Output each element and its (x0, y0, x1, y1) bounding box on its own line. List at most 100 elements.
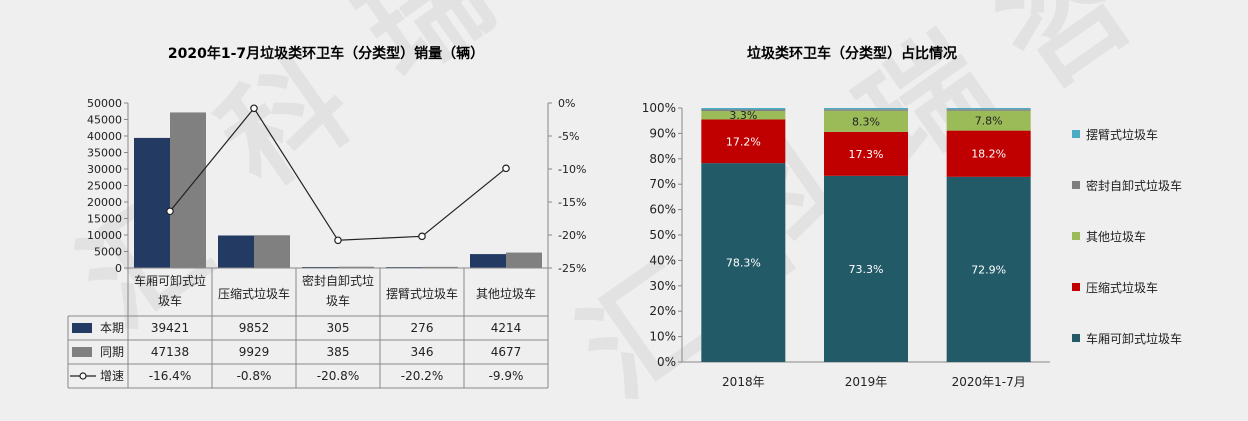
stack-segment (701, 163, 786, 362)
stack-segment (701, 119, 786, 164)
bar-prior (170, 112, 206, 268)
segment-label: 73.3% (849, 263, 884, 276)
y-axis: 0% 10% 20% 30% 40% 50% 60% 70% 80% 90% 100% (642, 101, 1050, 369)
y-axis-tick-label: 100% (642, 101, 676, 115)
segment-label: 18.2% (971, 148, 1006, 161)
left-axis-tick-label: 15000 (87, 213, 122, 226)
y-axis-tick-label: 10% (649, 330, 676, 344)
table-cell: 385 (327, 345, 350, 359)
right-axis-tick-label: -15% (558, 196, 586, 209)
growth-line-path (169, 107, 507, 241)
y-axis-tick-label: 90% (649, 126, 676, 140)
segment-label: 8.3% (852, 115, 880, 128)
right-axis-tick-label: 0% (558, 97, 575, 110)
stack-segment (824, 175, 908, 362)
table-cell: 305 (327, 321, 350, 335)
table-cell: 4677 (491, 345, 522, 359)
stack-segment (701, 109, 786, 112)
category-label: 其他垃圾车 (476, 286, 536, 301)
segment-label: 3.3% (729, 109, 757, 122)
table-cell: 47138 (151, 345, 189, 359)
category-label: 密封自卸式垃 (302, 273, 374, 288)
y-axis-tick-label: 80% (649, 152, 676, 166)
bar-current (470, 254, 506, 268)
legend-label: 本期 (100, 321, 124, 335)
growth-line (166, 104, 510, 245)
category-label: 圾车 (326, 293, 350, 308)
x-axis-labels: 2018年 2019年 2020年1-7月 (722, 375, 1026, 389)
legend-label: 同期 (100, 345, 124, 359)
right-axis-tick-label: -25% (558, 262, 586, 275)
x-axis-label: 2020年1-7月 (952, 375, 1026, 389)
stack-segment (824, 109, 908, 111)
bar-prior (422, 266, 458, 268)
bar-current (218, 235, 254, 268)
right-axis-tick-label: -10% (558, 163, 586, 176)
bar-prior (254, 235, 290, 268)
left-axis-tick-label: 5000 (94, 246, 122, 259)
category-label: 车厢可卸式垃 (134, 273, 206, 288)
left-axis-tick-label: 0 (115, 262, 122, 275)
y-axis-tick-label: 0% (657, 355, 676, 369)
stacked-bars: 78.3% 17.2% 3.3% 73.3% 17.3% 8.3% 72.9% 18.2% 7.… (701, 108, 1031, 362)
segment-label: 17.3% (849, 148, 884, 161)
legend-label: 增速 (100, 369, 124, 383)
stack-segment (946, 130, 1031, 177)
table-cell: 39421 (151, 321, 189, 335)
table-cell: 9929 (239, 345, 270, 359)
segment-label: 17.2% (726, 135, 761, 148)
y-axis-tick-label: 70% (649, 177, 676, 191)
left-axis-tick-label: 10000 (87, 229, 122, 242)
table-cell: 9852 (239, 321, 270, 335)
x-axis-label: 2018年 (722, 375, 765, 389)
right-axis: -25% -20% -15% -10% -5% 0% (547, 97, 586, 275)
bar-current (302, 266, 338, 268)
stack-segment (946, 108, 1031, 110)
legend-label: 摆臂式垃圾车 (1086, 127, 1158, 142)
bar-prior (338, 266, 374, 268)
share-stacked-chart: 垃圾类环卫车（分类型）占比情况 0% 10% 20% 30% 40% 50% 60% 70% 8… (642, 45, 1182, 389)
left-axis-tick-label: 40000 (87, 130, 122, 143)
legend-key-marker (79, 372, 87, 380)
y-axis-tick-label: 20% (649, 304, 676, 318)
left-axis-tick-label: 50000 (87, 97, 122, 110)
legend-label: 其他垃圾车 (1086, 229, 1146, 244)
legend-swatch (1072, 181, 1080, 189)
legend-swatch (1072, 334, 1080, 342)
y-axis-tick-label: 30% (649, 279, 676, 293)
y-axis-tick-label: 60% (649, 203, 676, 217)
bar-series (128, 112, 548, 269)
chart-title: 2020年1-7月垃圾类环卫车（分类型）销量（辆） (168, 45, 484, 62)
category-label: 摆臂式垃圾车 (386, 286, 458, 301)
category-label: 圾车 (158, 293, 182, 308)
left-axis-tick-label: 35000 (87, 147, 122, 160)
legend-key-current (72, 323, 92, 333)
y-axis-tick-label: 40% (649, 253, 676, 267)
segment-label: 78.3% (726, 257, 761, 270)
growth-point (418, 232, 426, 241)
table-cell: -20.8% (317, 369, 359, 383)
stack-segment (824, 108, 908, 110)
growth-point (250, 104, 258, 113)
legend-label: 压缩式垃圾车 (1086, 280, 1158, 295)
right-axis-tick-label: -20% (558, 229, 586, 242)
stack-segment (946, 176, 1031, 362)
stack-segment (701, 111, 786, 120)
legend-label: 车厢可卸式垃圾车 (1086, 331, 1182, 346)
chart-title: 垃圾类环卫车（分类型）占比情况 (747, 45, 957, 62)
growth-point (166, 207, 174, 216)
legend-swatch (1072, 283, 1080, 291)
growth-point (334, 236, 342, 245)
legend-swatch (1072, 130, 1080, 138)
table-cell: 276 (411, 321, 434, 335)
table-cell: 346 (411, 345, 434, 359)
x-axis-label: 2019年 (845, 375, 888, 389)
stack-segment (824, 110, 908, 132)
stack-segment (824, 131, 908, 176)
left-axis-tick-label: 45000 (87, 114, 122, 127)
table-cell: -0.8% (237, 369, 272, 383)
stack-segment (946, 109, 1031, 111)
stack-segment (946, 110, 1031, 131)
